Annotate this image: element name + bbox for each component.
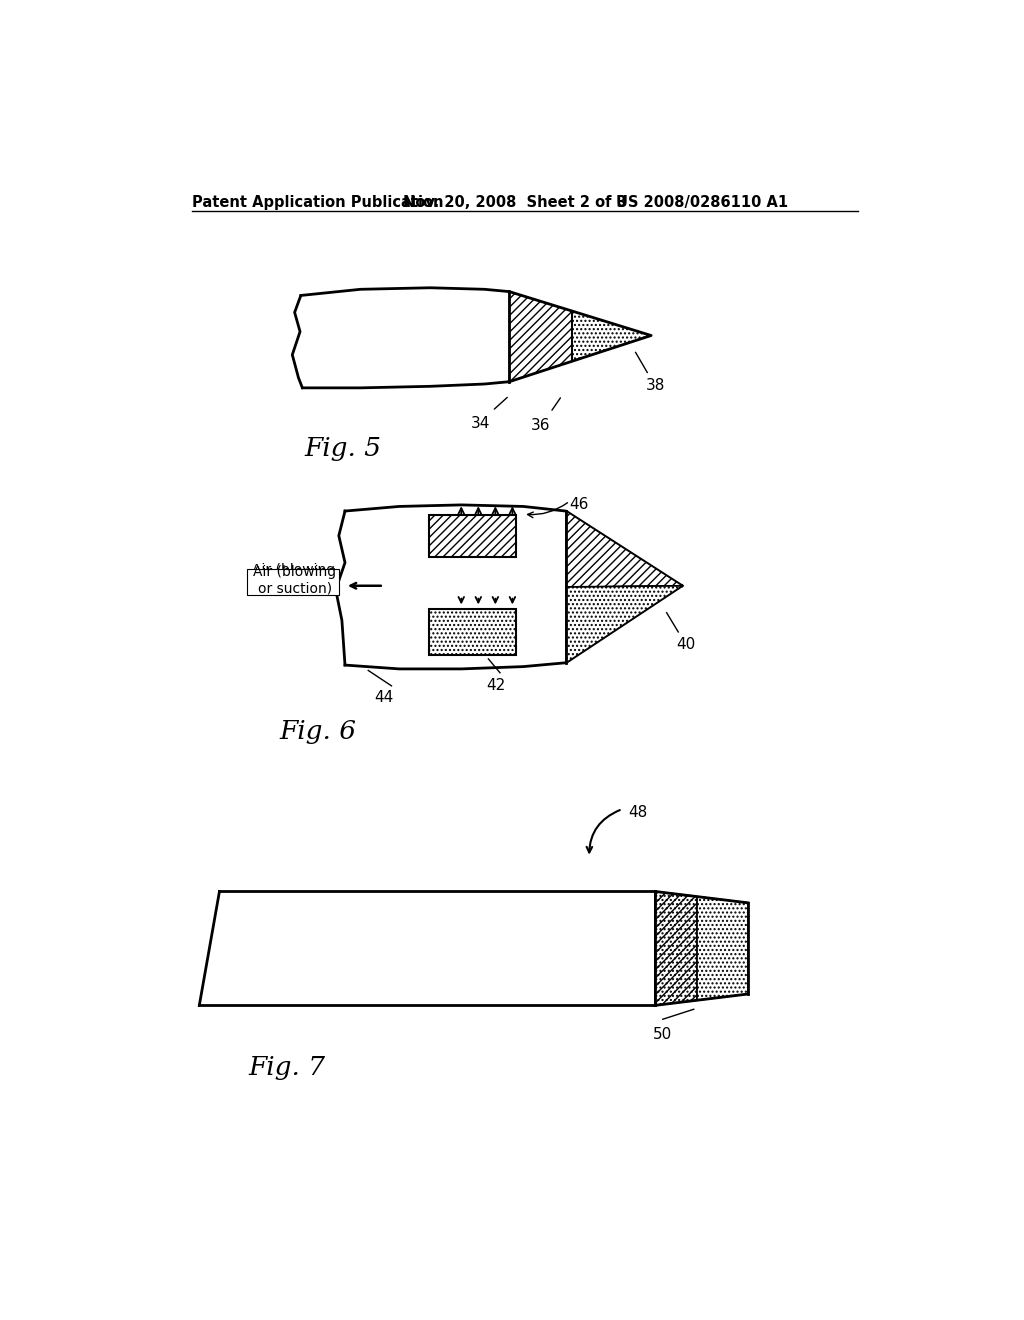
Text: Air (blowing
or suction): Air (blowing or suction) <box>252 562 335 593</box>
Polygon shape <box>200 891 655 1006</box>
Polygon shape <box>566 586 682 663</box>
Text: US 2008/0286110 A1: US 2008/0286110 A1 <box>616 195 788 210</box>
Text: Fig. 5: Fig. 5 <box>305 436 382 461</box>
Text: 50: 50 <box>653 1027 673 1041</box>
Polygon shape <box>509 292 572 381</box>
Text: Fig. 6: Fig. 6 <box>280 719 356 744</box>
Text: Patent Application Publication: Patent Application Publication <box>191 195 443 210</box>
Text: 34: 34 <box>471 416 490 432</box>
Polygon shape <box>429 609 515 655</box>
Text: Air (blowing
or suction): Air (blowing or suction) <box>253 565 336 595</box>
Polygon shape <box>655 891 748 1006</box>
Polygon shape <box>429 515 515 557</box>
Polygon shape <box>336 506 682 669</box>
Polygon shape <box>566 511 682 587</box>
Polygon shape <box>292 288 509 388</box>
Text: 46: 46 <box>569 498 589 512</box>
Text: 40: 40 <box>677 638 696 652</box>
Text: Nov. 20, 2008  Sheet 2 of 3: Nov. 20, 2008 Sheet 2 of 3 <box>403 195 627 210</box>
Text: Fig. 7: Fig. 7 <box>248 1056 326 1081</box>
Polygon shape <box>572 312 651 362</box>
Text: 36: 36 <box>530 418 550 433</box>
Text: 42: 42 <box>486 678 506 693</box>
Text: 44: 44 <box>374 689 393 705</box>
FancyBboxPatch shape <box>247 569 339 595</box>
Text: 48: 48 <box>628 805 647 820</box>
Text: 38: 38 <box>646 378 665 393</box>
